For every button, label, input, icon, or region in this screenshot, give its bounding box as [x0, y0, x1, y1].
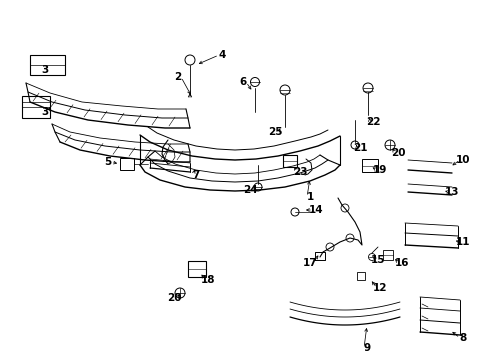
Bar: [120, 158, 134, 170]
Text: 25: 25: [267, 127, 282, 137]
Text: 20: 20: [166, 293, 181, 303]
Bar: [361, 159, 377, 172]
Text: 18: 18: [201, 275, 215, 285]
Bar: [22, 96, 50, 118]
Text: 19: 19: [372, 165, 386, 175]
Text: 5: 5: [104, 157, 111, 167]
Text: 13: 13: [444, 187, 458, 197]
Text: 3: 3: [41, 65, 48, 75]
Text: 3: 3: [41, 107, 48, 117]
Bar: [356, 272, 364, 280]
Text: 22: 22: [365, 117, 380, 127]
Bar: [382, 250, 392, 260]
Text: 4: 4: [218, 50, 225, 60]
Text: 20: 20: [390, 148, 405, 158]
Bar: [283, 155, 296, 167]
Text: 7: 7: [192, 170, 199, 180]
Text: 15: 15: [370, 255, 385, 265]
Text: 24: 24: [242, 185, 257, 195]
Bar: [30, 55, 65, 75]
Text: 14: 14: [308, 205, 323, 215]
Text: 6: 6: [239, 77, 246, 87]
Bar: [187, 261, 205, 277]
Text: 12: 12: [372, 283, 386, 293]
Text: 10: 10: [455, 155, 469, 165]
Text: 1: 1: [306, 192, 313, 202]
Text: 9: 9: [363, 343, 370, 353]
Text: 23: 23: [292, 167, 306, 177]
Text: 8: 8: [458, 333, 466, 343]
Text: 21: 21: [352, 143, 366, 153]
Text: 11: 11: [455, 237, 469, 247]
Text: 17: 17: [302, 258, 317, 268]
Text: 2: 2: [174, 72, 181, 82]
Text: 16: 16: [394, 258, 408, 268]
